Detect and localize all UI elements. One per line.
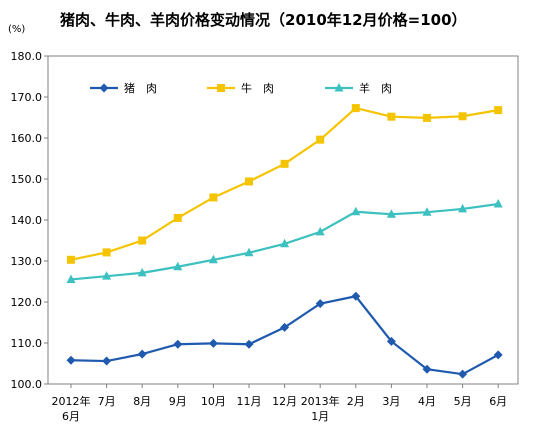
x-tick-label: 7月 (98, 395, 116, 408)
data-point (138, 236, 147, 245)
data-point (280, 322, 290, 332)
x-tick-label: 1月 (311, 410, 329, 423)
data-point (137, 349, 147, 359)
y-tick-label: 160.0 (11, 132, 43, 145)
y-tick-label: 100.0 (11, 378, 43, 391)
legend-label: 羊 肉 (359, 81, 392, 95)
data-point (422, 207, 432, 216)
x-tick-label: 2013年 (301, 394, 340, 408)
data-point (493, 199, 503, 208)
x-tick-label: 2012年 (52, 394, 91, 408)
data-point (315, 226, 325, 236)
data-point (209, 193, 218, 202)
data-point (351, 104, 360, 113)
data-point (458, 203, 468, 213)
data-point (137, 267, 147, 277)
data-point (67, 255, 75, 264)
data-point (351, 291, 361, 301)
data-point (280, 238, 290, 248)
plot-frame (47, 55, 519, 385)
legend-marker (99, 83, 109, 93)
data-point (458, 112, 467, 121)
y-unit-label: (%) (8, 24, 25, 35)
x-tick-label: 6月 (489, 395, 507, 408)
series-line (70, 106, 499, 261)
legend-label: 猪 肉 (124, 82, 157, 95)
data-point (208, 338, 218, 348)
data-point (244, 339, 254, 349)
y-tick-label: 120.0 (11, 296, 43, 309)
legend-marker (334, 83, 344, 92)
x-tick-label: 3月 (382, 395, 400, 408)
data-point (458, 369, 468, 379)
chart-title: 猪肉、牛肉、羊肉价格变动情况（2010年12月价格=100） (59, 11, 467, 29)
data-point (386, 336, 396, 346)
x-tick-label: 5月 (454, 395, 472, 408)
data-point (102, 271, 112, 280)
data-point (423, 113, 431, 122)
plot-area: 100.0 110.0 120.0 130.0 140.0 150.0 160.0 170.0… (11, 50, 519, 423)
x-tick-label: 9月 (169, 395, 187, 408)
data-point (66, 274, 76, 283)
y-tick-label: 180.0 (11, 50, 43, 63)
y-tick-label: 130.0 (11, 255, 43, 268)
x-tick-label: 12月 (272, 395, 297, 408)
x-tick-label: 4月 (418, 395, 436, 408)
x-tick-label: 11月 (237, 395, 262, 408)
y-tick-label: 140.0 (11, 214, 43, 227)
data-point (244, 247, 254, 257)
data-point (387, 112, 396, 121)
data-point (351, 206, 361, 216)
data-point (386, 209, 396, 218)
data-point (245, 177, 253, 186)
y-tick-label: 110.0 (11, 337, 43, 350)
data-point (66, 355, 76, 365)
x-tick-label: 10月 (201, 395, 226, 408)
y-tick-label: 170.0 (11, 91, 43, 104)
data-point (316, 135, 325, 144)
series-line (70, 295, 499, 376)
data-point (102, 356, 112, 366)
data-point (280, 159, 289, 168)
x-tick-label: 8月 (133, 395, 151, 408)
y-tick-label: 150.0 (11, 173, 43, 186)
data-point (173, 339, 183, 349)
data-point (208, 254, 218, 264)
data-point (494, 106, 503, 115)
x-tick-label: 2月 (347, 395, 365, 408)
x-tick-label: 6月 (62, 410, 80, 423)
data-point (422, 364, 432, 374)
legend-marker (217, 84, 225, 92)
data-point (173, 261, 183, 271)
data-point (493, 350, 503, 360)
data-point (102, 248, 111, 257)
data-point (315, 299, 325, 309)
data-point (173, 213, 182, 222)
legend-label: 牛 肉 (241, 81, 274, 95)
